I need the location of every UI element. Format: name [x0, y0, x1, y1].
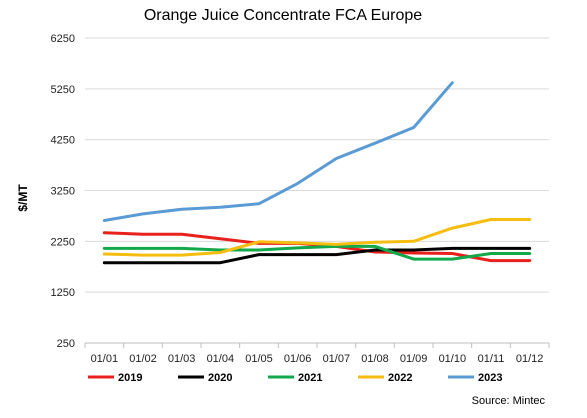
y-axis-ticks: 250 1250 2250 3250 4250 5250 6250	[51, 33, 75, 350]
x-tick-label: 01/06	[284, 353, 312, 365]
x-tick-label: 01/02	[129, 353, 157, 365]
y-tick-label: 250	[57, 338, 75, 350]
source-note: Source: Mintec	[472, 395, 546, 407]
x-tick-label: 01/03	[168, 353, 196, 365]
x-tick-label: 01/09	[400, 353, 428, 365]
chart-title: Orange Juice Concentrate FCA Europe	[144, 7, 422, 24]
series-line-2023	[102, 81, 454, 222]
y-tick-label: 2250	[51, 236, 75, 248]
y-tick-label: 5250	[51, 84, 75, 96]
y-tick-label: 1250	[51, 287, 75, 299]
x-tick-label: 01/01	[91, 353, 119, 365]
grid	[85, 37, 549, 344]
legend-label-2023: 2023	[478, 372, 502, 384]
x-tick-label: 01/10	[439, 353, 467, 365]
x-axis-ticks: 01/01 01/02 01/03 01/04 01/05 01/06 01/07 01/08…	[84, 343, 550, 365]
legend-label-2020: 2020	[208, 372, 232, 384]
y-tick-label: 4250	[51, 135, 75, 147]
x-tick-label: 01/08	[361, 353, 389, 365]
series-line-2021	[102, 244, 532, 261]
legend: 2019 2020 2021 2022 2023	[88, 372, 502, 384]
legend-label-2021: 2021	[298, 372, 322, 384]
legend-label-2022: 2022	[388, 372, 412, 384]
x-tick-label: 01/04	[207, 353, 235, 365]
y-tick-label: 6250	[51, 33, 75, 45]
series-line-2022	[102, 218, 532, 257]
x-tick-label: 01/12	[516, 353, 544, 365]
series-lines	[102, 81, 532, 265]
y-axis-label: $/MT	[16, 184, 30, 212]
legend-label-2019: 2019	[118, 372, 142, 384]
y-tick-label: 3250	[51, 186, 75, 198]
x-tick-label: 01/05	[245, 353, 273, 365]
series-line-2020	[102, 246, 532, 265]
x-tick-label: 01/07	[323, 353, 351, 365]
x-tick-label: 01/11	[478, 353, 505, 365]
